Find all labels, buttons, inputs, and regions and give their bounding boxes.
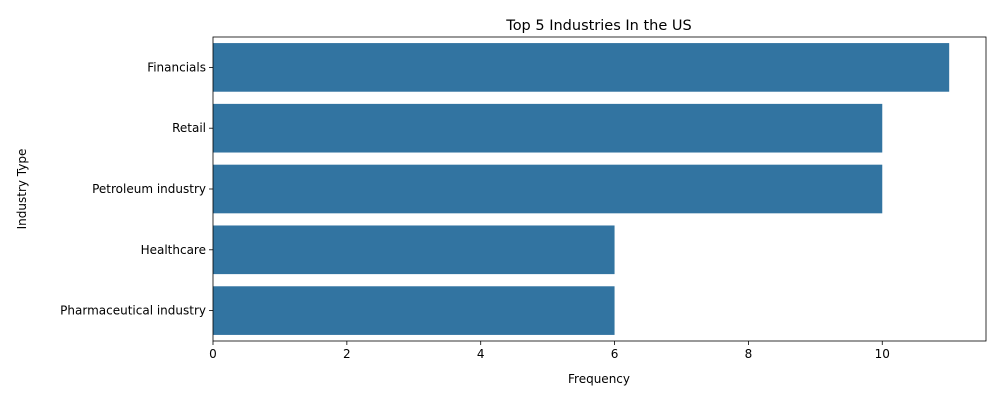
bar-petroleum-industry [213,164,883,214]
bar-financials [213,43,950,92]
bar-healthcare [213,225,615,275]
x-tick-label: 4 [477,347,485,361]
y-tick-label: Petroleum industry [92,182,206,196]
y-axis-ticks: Financials Retail Petroleum industry Health… [60,60,213,318]
y-tick-label: Pharmaceutical industry [60,304,206,318]
y-axis-label: Industry Type [15,149,29,230]
x-axis-ticks: 0 2 4 6 8 10 [209,341,890,361]
x-tick-label: 8 [745,347,753,361]
chart-title: Top 5 Industries In the US [505,18,691,34]
bar-retail [213,103,883,153]
y-tick-label: Financials [147,60,206,74]
y-tick-label: Healthcare [141,243,206,257]
y-tick-label: Retail [172,121,206,135]
bar-pharmaceutical-industry [213,286,615,335]
x-tick-label: 6 [611,347,619,361]
bars-group [213,43,950,335]
plot-frame [212,36,987,342]
x-axis-label: Frequency [568,372,630,386]
x-tick-label: 2 [343,347,351,361]
x-tick-label: 10 [875,347,890,361]
x-tick-label: 0 [209,347,217,361]
